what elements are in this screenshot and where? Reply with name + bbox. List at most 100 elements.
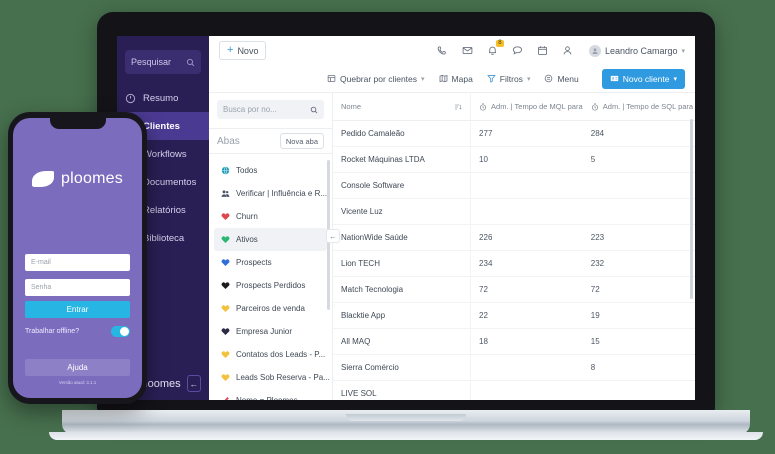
toolbar-item-mapa[interactable]: Mapa: [439, 74, 473, 84]
aba-item-nome-ploomes[interactable]: Nome = Ploomes: [209, 389, 332, 400]
table-row[interactable]: Blacktie App 22 19: [333, 302, 695, 329]
table-row[interactable]: LIVE SOL: [333, 380, 695, 400]
calendar-icon[interactable]: [537, 45, 549, 57]
abas-search-placeholder: Busca por no...: [223, 105, 277, 114]
column-header-mql[interactable]: Adm. | Tempo de MQL para Cliente: [470, 93, 583, 121]
column-label: Nome: [341, 102, 362, 111]
sidebar-search[interactable]: Pesquisar: [125, 50, 201, 74]
aba-label: Todos: [236, 166, 258, 175]
cell-sql: 72: [582, 276, 695, 303]
plus-icon: +: [227, 44, 234, 56]
avatar: [588, 44, 601, 57]
table-row[interactable]: Lion TECH 234 232: [333, 250, 695, 277]
filter-icon: [486, 74, 496, 83]
contact-card-icon: [610, 74, 619, 83]
laptop-trackpad-notch: [346, 414, 466, 421]
aba-item-leads-sob-reserva[interactable]: Leads Sob Reserva - Pa...: [209, 366, 332, 389]
aba-label: Ativos: [236, 235, 258, 244]
table-row[interactable]: Match Tecnologia 72 72: [333, 276, 695, 303]
panel-collapse-button[interactable]: ←: [326, 229, 340, 243]
search-icon: [186, 58, 195, 67]
laptop-foot: [49, 432, 763, 440]
clock-icon: [591, 102, 599, 111]
chevron-down-icon: ▾: [681, 47, 685, 55]
table-row[interactable]: Vicente Luz: [333, 198, 695, 225]
cell-sql: 284: [582, 120, 695, 147]
toolbar-item-quebrar[interactable]: Quebrar por clientes ▾: [327, 74, 425, 84]
app-content: Busca por no... Abas Nova aba: [209, 93, 695, 400]
laptop-base: [62, 410, 750, 434]
mobile-brand-label: ploomes: [61, 170, 123, 187]
password-placeholder: Senha: [31, 284, 52, 291]
bell-icon[interactable]: 8: [487, 39, 504, 57]
cell-mql: 22: [470, 302, 583, 329]
aba-label: Parceiros de venda: [236, 304, 305, 313]
toolbar-item-menu[interactable]: Menu: [544, 74, 579, 84]
help-button[interactable]: Ajuda: [25, 359, 130, 376]
table-row[interactable]: Rocket Máquinas LTDA 10 5: [333, 146, 695, 173]
user-menu[interactable]: Leandro Camargo ▾: [588, 44, 685, 57]
table-scrollbar[interactable]: [690, 119, 693, 299]
sidebar-item-label: Workflows: [143, 148, 187, 160]
chevron-down-icon: ▾: [421, 75, 425, 83]
aba-item-prospects[interactable]: Prospects: [209, 251, 332, 274]
new-button[interactable]: + Novo: [219, 41, 267, 60]
aba-label: Contatos dos Leads - P...: [236, 350, 326, 359]
aba-item-ativos[interactable]: Ativos: [214, 228, 327, 251]
cell-mql: [470, 380, 583, 400]
toolbar-item-label: Mapa: [451, 73, 473, 84]
aba-item-contatos-leads[interactable]: Contatos dos Leads - P...: [209, 343, 332, 366]
offline-toggle[interactable]: [111, 326, 130, 337]
search-icon: [310, 106, 318, 114]
new-client-button[interactable]: Novo cliente ▾: [601, 68, 685, 89]
cell-sql: 223: [582, 224, 695, 251]
aba-item-churn[interactable]: Churn: [209, 205, 332, 228]
cell-sql: [582, 172, 695, 199]
heart-icon: [221, 350, 230, 359]
mail-icon[interactable]: [462, 45, 474, 57]
chat-icon[interactable]: [512, 45, 524, 57]
password-field[interactable]: Senha: [25, 279, 130, 296]
sidebar-collapse-button[interactable]: ←: [186, 375, 201, 392]
pencil-icon: [221, 396, 230, 400]
abas-search-wrap: Busca por no...: [209, 93, 332, 128]
cell-nome: Vicente Luz: [333, 198, 472, 225]
toolbar-item-label: Filtros: [499, 73, 523, 84]
table-row[interactable]: Console Software: [333, 172, 695, 199]
table-row[interactable]: NationWide Saúde 226 223: [333, 224, 695, 251]
phone-icon[interactable]: [437, 45, 449, 57]
cell-sql: 5: [582, 146, 695, 173]
sidebar-item-label: Biblioteca: [143, 232, 185, 244]
email-field[interactable]: E-mail: [25, 254, 130, 271]
aba-item-verificar[interactable]: Verificar | Influência e R...: [209, 182, 332, 205]
column-header-nome[interactable]: Nome: [333, 93, 472, 121]
aba-item-empresa-junior[interactable]: Empresa Junior: [209, 320, 332, 343]
cell-sql: 19: [582, 302, 695, 329]
sidebar-brand-label: ploomes: [139, 377, 181, 390]
clients-table-wrap: ← Nome: [326, 93, 695, 400]
abas-search-input[interactable]: Busca por no...: [217, 100, 324, 119]
cell-mql: [470, 172, 583, 199]
new-tab-button[interactable]: Nova aba: [279, 133, 324, 149]
sidebar-item-label: Relatórios: [143, 204, 186, 216]
sort-icon[interactable]: [454, 103, 462, 111]
heart-icon: [221, 281, 230, 290]
table-row[interactable]: Sierra Comércio 8: [333, 354, 695, 381]
aba-item-todos[interactable]: Todos: [209, 159, 332, 182]
table-header-row: Nome: [333, 93, 695, 121]
cell-mql: [470, 354, 583, 381]
cell-mql: 18: [470, 328, 583, 355]
column-label: Adm. | Tempo de SQL para Cliente: [602, 102, 695, 111]
aba-item-parceiros[interactable]: Parceiros de venda: [209, 297, 332, 320]
person-icon[interactable]: [562, 45, 574, 57]
table-row[interactable]: Pedido Camaleão 277 284: [333, 120, 695, 147]
aba-item-prospects-perdidos[interactable]: Prospects Perdidos: [209, 274, 332, 297]
toolbar-item-filtros[interactable]: Filtros ▾: [486, 73, 530, 84]
table-row[interactable]: All MAQ 18 15: [333, 328, 695, 355]
menu-icon: [544, 74, 553, 83]
cell-nome: Console Software: [333, 172, 472, 199]
column-header-sql[interactable]: Adm. | Tempo de SQL para Cliente: [582, 93, 695, 121]
cell-mql: [470, 198, 583, 225]
sidebar-item-resumo[interactable]: Resumo: [117, 84, 209, 112]
login-button[interactable]: Entrar: [25, 301, 130, 318]
